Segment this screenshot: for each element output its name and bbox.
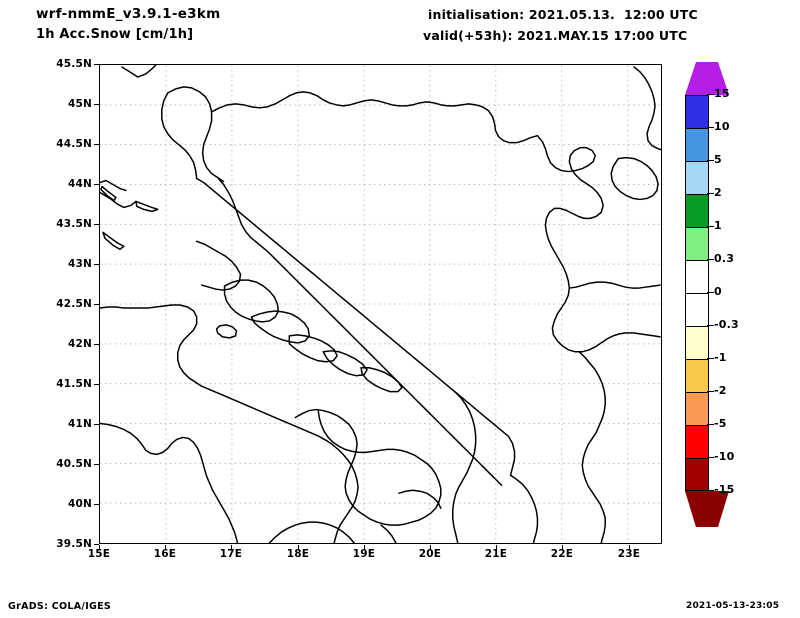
- footer-source: GrADS: COLA/IGES: [8, 601, 112, 612]
- y-tick: [94, 264, 99, 266]
- colorbar-overflow-bottom: [685, 491, 729, 527]
- colorbar-band-neg2[interactable]: [684, 392, 710, 425]
- y-axis-label-39.5N: 39.5N: [56, 538, 92, 550]
- y-axis-label-44.5N: 44.5N: [56, 138, 92, 150]
- x-tick: [99, 545, 101, 550]
- colorbar-label-neg15: -15: [714, 483, 735, 496]
- colorbar-label-2: 2: [714, 186, 722, 199]
- map-geometry: [100, 65, 661, 543]
- colorbar-tick: [707, 490, 714, 492]
- y-axis-label-42N: 42N: [68, 338, 92, 350]
- x-axis-label-19E: 19E: [352, 548, 376, 560]
- x-tick: [496, 545, 498, 550]
- colorbar-band-15-plus[interactable]: [684, 95, 710, 128]
- y-tick: [94, 304, 99, 306]
- y-axis-label-40.5N: 40.5N: [56, 458, 92, 470]
- colorbar-label-15: 15: [714, 87, 730, 100]
- y-tick: [94, 144, 99, 146]
- colorbar-band-1-2[interactable]: [684, 227, 710, 260]
- colorbar-label-0: 0: [714, 285, 722, 298]
- x-tick: [231, 545, 233, 550]
- colorbar-band-neg5[interactable]: [684, 425, 710, 458]
- colorbar-tick: [707, 160, 714, 162]
- x-axis-label-17E: 17E: [219, 548, 243, 560]
- colorbar-band-0-0.3[interactable]: [684, 293, 710, 326]
- x-tick: [364, 545, 366, 550]
- y-tick: [94, 544, 99, 546]
- y-axis-label-45.5N: 45.5N: [56, 58, 92, 70]
- x-axis-label-18E: 18E: [286, 548, 310, 560]
- x-axis-label-21E: 21E: [484, 548, 508, 560]
- colorbar-label-neg5: -5: [714, 417, 727, 430]
- colorbar-tick: [707, 259, 714, 261]
- y-axis-label-43.5N: 43.5N: [56, 218, 92, 230]
- x-tick: [629, 545, 631, 550]
- colorbar-tick: [707, 127, 714, 129]
- y-axis-label-45N: 45N: [68, 98, 92, 110]
- colorbar-band-5-10[interactable]: [684, 161, 710, 194]
- colorbar-tick: [707, 94, 714, 96]
- x-tick: [562, 545, 564, 550]
- colorbar-label-10: 10: [714, 120, 730, 133]
- y-tick: [94, 384, 99, 386]
- colorbar[interactable]: [684, 95, 710, 491]
- colorbar-label-1: 1: [714, 219, 722, 232]
- colorbar-band-neg10[interactable]: [684, 458, 710, 491]
- y-tick: [94, 504, 99, 506]
- colorbar-tick: [707, 325, 714, 327]
- colorbar-band-0.3-1[interactable]: [684, 260, 710, 293]
- footer-timestamp: 2021-05-13-23:05: [686, 601, 780, 611]
- x-tick: [298, 545, 300, 550]
- colorbar-tick: [707, 358, 714, 360]
- y-tick: [94, 184, 99, 186]
- y-tick: [94, 64, 99, 66]
- initialisation-time: initialisation: 2021.05.13. 12:00 UTC: [428, 7, 698, 22]
- x-axis-label-20E: 20E: [418, 548, 442, 560]
- colorbar-label-5: 5: [714, 153, 722, 166]
- y-tick: [94, 464, 99, 466]
- y-axis-label-41N: 41N: [68, 418, 92, 430]
- colorbar-tick: [707, 193, 714, 195]
- y-axis-label-43N: 43N: [68, 258, 92, 270]
- x-axis-label-23E: 23E: [617, 548, 641, 560]
- x-tick: [165, 545, 167, 550]
- gridlines: [100, 65, 661, 543]
- colorbar-band-2-5[interactable]: [684, 194, 710, 227]
- y-tick: [94, 424, 99, 426]
- colorbar-band-neg1[interactable]: [684, 359, 710, 392]
- field-title: 1h Acc.Snow [cm/1h]: [36, 27, 194, 42]
- model-title: wrf-nmmE_v3.9.1-e3km: [36, 6, 221, 22]
- colorbar-label-neg2: -2: [714, 384, 727, 397]
- x-axis-label-22E: 22E: [550, 548, 574, 560]
- valid-time: valid(+53h): 2021.MAY.15 17:00 UTC: [423, 28, 688, 43]
- x-axis-label-15E: 15E: [87, 548, 111, 560]
- x-tick: [430, 545, 432, 550]
- colorbar-tick: [707, 424, 714, 426]
- colorbar-tick: [707, 457, 714, 459]
- y-axis-label-42.5N: 42.5N: [56, 298, 92, 310]
- coastlines-and-borders: [100, 65, 661, 543]
- x-axis-label-16E: 16E: [153, 548, 177, 560]
- map-plot-area[interactable]: [99, 64, 662, 544]
- y-tick: [94, 224, 99, 226]
- y-tick: [94, 344, 99, 346]
- colorbar-label-neg10: -10: [714, 450, 735, 463]
- colorbar-band-10-15[interactable]: [684, 128, 710, 161]
- colorbar-band-neg0.3-0[interactable]: [684, 326, 710, 359]
- colorbar-tick: [707, 226, 714, 228]
- y-axis-label-40N: 40N: [68, 498, 92, 510]
- colorbar-overflow-top: [685, 62, 729, 95]
- colorbar-tick: [707, 391, 714, 393]
- colorbar-label-neg1: -1: [714, 351, 727, 364]
- colorbar-label-neg0.3: -0.3: [714, 318, 739, 331]
- y-tick: [94, 104, 99, 106]
- y-axis-label-44N: 44N: [68, 178, 92, 190]
- y-axis-label-41.5N: 41.5N: [56, 378, 92, 390]
- colorbar-tick: [707, 292, 714, 294]
- colorbar-label-0.3: 0.3: [714, 252, 735, 265]
